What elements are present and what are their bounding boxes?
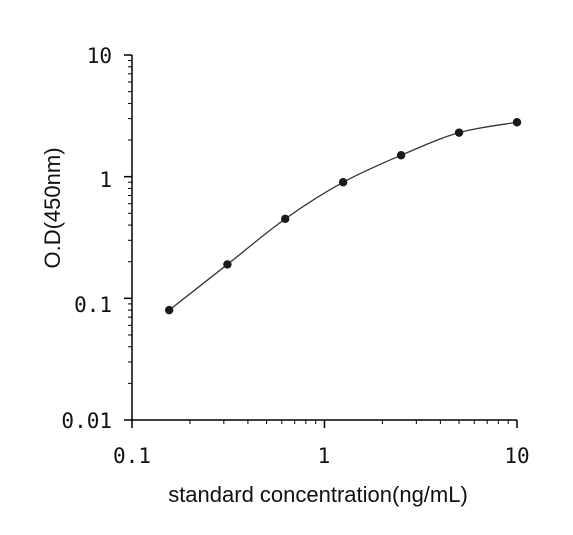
data-point [223, 260, 232, 269]
series-line [168, 121, 518, 311]
axes [131, 55, 517, 421]
data-point [281, 214, 290, 224]
y-tick-label: 10 [87, 44, 112, 68]
minor-ticks [128, 60, 509, 424]
x-axis-title: standard concentration(ng/mL) [168, 482, 468, 507]
x-tick-label: 10 [504, 444, 529, 468]
major-ticks [124, 54, 518, 428]
data-point [454, 128, 464, 137]
x-tick-label: 1 [318, 444, 331, 468]
data-point [164, 305, 174, 315]
y-axis-title: O.D(450nm) [40, 147, 65, 268]
x-tick-label: 0.1 [113, 444, 151, 468]
data-point [512, 118, 522, 127]
data-point [338, 178, 348, 187]
data-point [396, 151, 406, 160]
series [164, 118, 522, 315]
y-tick-label: 1 [99, 168, 112, 192]
y-tick-labels: 0.01 0.1 1 10 [61, 44, 112, 433]
y-tick-label: 0.01 [61, 409, 112, 433]
x-tick-labels: 0.1 1 10 [113, 444, 530, 468]
y-tick-label: 0.1 [74, 293, 112, 317]
